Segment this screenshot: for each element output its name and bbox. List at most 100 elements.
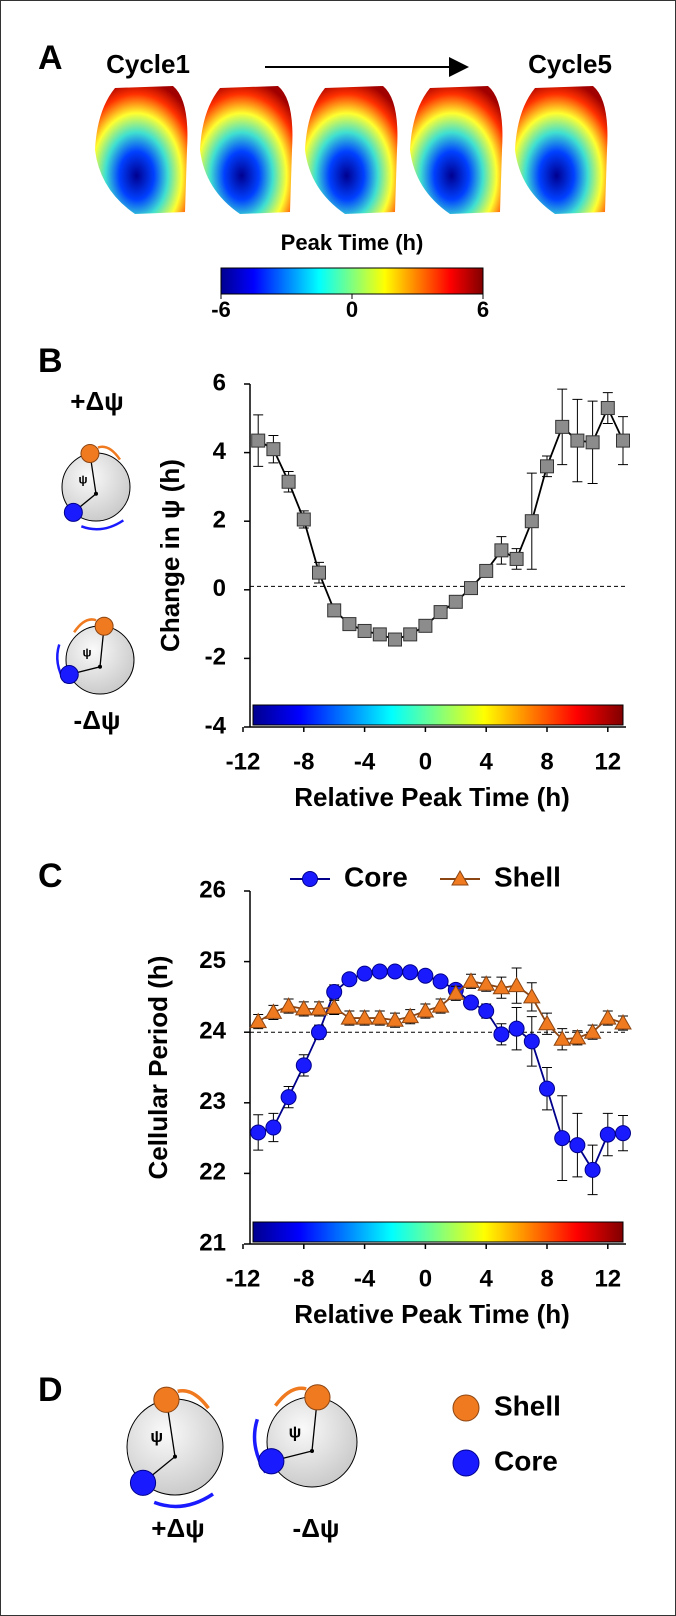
data-point	[522, 987, 541, 1004]
data-point	[585, 435, 600, 450]
x-tick-label: 0	[419, 748, 432, 775]
data-point	[477, 975, 496, 991]
y-tick-label: 26	[199, 876, 226, 903]
data-point	[279, 997, 298, 1013]
y-tick-label: 25	[199, 947, 226, 974]
data-point	[355, 1009, 374, 1025]
data-point	[569, 1137, 586, 1154]
data-point	[433, 605, 448, 620]
data-point	[341, 971, 358, 988]
data-point	[266, 442, 281, 457]
panel-label: D	[38, 1371, 63, 1409]
data-point	[417, 967, 434, 984]
y-axis-title: Cellular Period (h)	[143, 956, 173, 1180]
panel-label: A	[38, 39, 63, 77]
x-tick-label: -4	[354, 1265, 376, 1292]
data-point	[325, 998, 344, 1014]
x-axis-title: Relative Peak Time (h)	[294, 782, 570, 812]
legend-marker	[302, 871, 318, 887]
data-point	[387, 963, 403, 980]
cycle-start: Cycle1	[106, 49, 190, 79]
shell-dot	[304, 1384, 331, 1411]
core-dot	[129, 1469, 157, 1496]
x-tick-label: 8	[540, 1265, 553, 1292]
colorbar-tick-label: 6	[477, 297, 489, 322]
shell-arrow	[177, 1389, 210, 1410]
data-point	[340, 1009, 359, 1025]
data-point	[251, 433, 266, 448]
colorbar	[220, 267, 484, 295]
x-tick-label: -8	[293, 748, 314, 775]
series-line	[257, 405, 624, 641]
data-point	[416, 1002, 435, 1018]
legend-label: Shell	[494, 1390, 561, 1421]
shell-dot	[94, 616, 114, 636]
data-point	[492, 978, 511, 995]
heatmap	[515, 86, 608, 214]
heatmap	[305, 86, 398, 214]
data-point	[372, 627, 387, 642]
data-point	[599, 1126, 616, 1143]
data-point	[554, 1130, 571, 1147]
data-point	[462, 972, 480, 988]
data-point	[371, 963, 388, 980]
data-point	[507, 976, 526, 993]
x-tick-label: 4	[480, 748, 494, 775]
data-point	[616, 433, 630, 448]
data-point	[598, 1009, 617, 1025]
data-point	[403, 627, 418, 642]
pivot	[310, 1449, 314, 1453]
core-dot	[59, 665, 79, 685]
data-point	[493, 1026, 510, 1043]
axis-colorbar	[252, 704, 624, 726]
heatmap	[410, 86, 503, 214]
data-point	[296, 512, 311, 527]
core-dot	[258, 1448, 285, 1475]
data-point	[326, 983, 343, 1000]
y-tick-label: -4	[205, 712, 227, 739]
data-point	[508, 1020, 525, 1037]
shell-arrow	[97, 445, 121, 461]
y-tick-label: 21	[199, 1229, 226, 1256]
y-tick-label: 4	[213, 438, 227, 465]
data-point	[402, 964, 419, 981]
psi-label: ψ	[79, 472, 88, 486]
data-point	[584, 1161, 601, 1178]
colorbar-tick-label: -6	[211, 297, 231, 322]
legend-marker	[451, 869, 469, 886]
colorbar-tick-label: 0	[346, 297, 358, 322]
heatmap	[95, 86, 188, 214]
data-point	[280, 1089, 297, 1106]
data-point	[432, 973, 449, 990]
data-point	[540, 459, 554, 474]
x-tick-label: 0	[419, 1265, 432, 1292]
cycle-end: Cycle5	[528, 49, 612, 79]
legend-dot	[452, 1449, 480, 1477]
psi-label: ψ	[150, 1427, 163, 1446]
core-dot	[63, 502, 83, 522]
y-tick-label: 2	[213, 507, 226, 534]
data-point	[357, 623, 372, 638]
data-point	[356, 965, 373, 982]
y-tick-label: 23	[199, 1088, 226, 1115]
y-tick-label: 22	[199, 1159, 226, 1186]
psi-label: ψ	[83, 645, 92, 659]
axis-colorbar	[252, 1221, 624, 1243]
legend-label: Core	[494, 1445, 558, 1476]
shell-dot	[153, 1386, 180, 1413]
data-point	[539, 1080, 555, 1097]
pivot	[173, 1454, 177, 1459]
data-point	[583, 1023, 602, 1039]
data-point	[464, 581, 478, 596]
y-tick-label: 0	[213, 575, 226, 602]
shell-arrow	[73, 618, 97, 633]
data-point	[265, 1119, 282, 1136]
legend-label: Core	[344, 861, 408, 892]
psi-label: ψ	[289, 1422, 302, 1441]
data-point	[568, 1028, 587, 1045]
colorbar-label: Peak Time (h)	[281, 230, 424, 255]
delta-label: -Δψ	[74, 705, 121, 735]
data-point	[312, 565, 326, 580]
data-point	[553, 1030, 572, 1046]
